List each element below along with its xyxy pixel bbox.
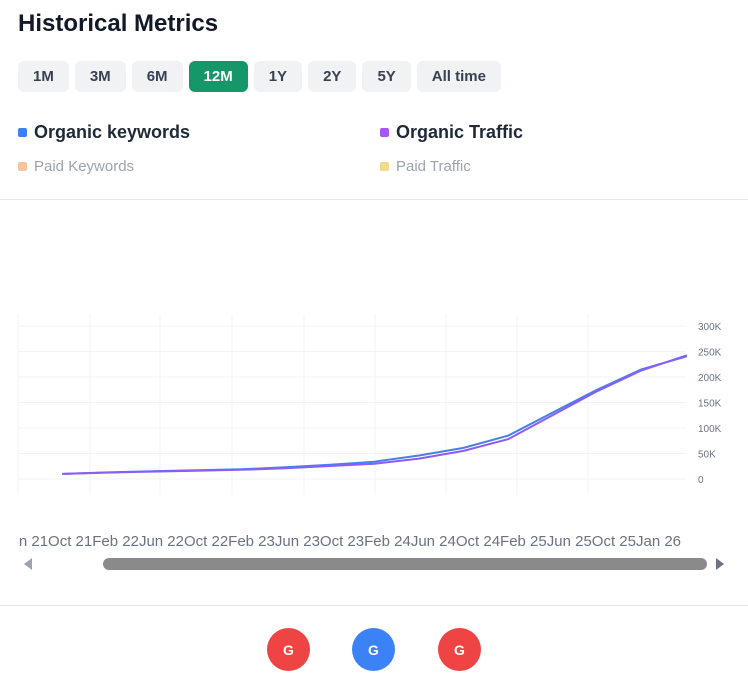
legend-organic-keywords[interactable]: Organic keywords — [18, 122, 190, 143]
x-tick-label: Jan 26 — [635, 533, 682, 550]
range-button-3m[interactable]: 3M — [74, 61, 126, 92]
scroll-right-arrow-icon[interactable] — [716, 558, 724, 570]
time-range-selector: 1M 3M 6M 12M 1Y 2Y 5Y All time — [18, 61, 501, 92]
y-tick-label: 100K — [698, 424, 722, 435]
y-tick-label: 150K — [698, 399, 722, 410]
divider — [0, 199, 748, 200]
legend-label: Paid Keywords — [34, 158, 135, 175]
legend-label: Organic Traffic — [396, 122, 524, 142]
x-tick-label: Oct 22 — [183, 533, 229, 550]
scroll-left-arrow-icon[interactable] — [24, 558, 32, 570]
x-tick-label: Feb 25 — [500, 533, 547, 550]
legend-paid-traffic[interactable]: Paid Traffic — [380, 158, 471, 175]
engine-label: G — [283, 641, 294, 658]
x-tick-label: Jun 22 — [138, 533, 184, 550]
legend-swatch — [18, 162, 27, 171]
x-tick-label: Jun 24 — [410, 533, 456, 550]
legend-label: Paid Traffic — [396, 158, 471, 175]
x-tick-label: Oct 24 — [455, 533, 501, 550]
range-button-12m[interactable]: 12M — [188, 61, 248, 92]
y-tick-label: 300K — [698, 322, 722, 333]
x-tick-label: Feb 22 — [92, 533, 139, 550]
x-tick-label: Jun 23 — [274, 533, 320, 550]
x-tick-label: Jun 21 — [18, 533, 49, 550]
series-line-organic-traffic — [62, 354, 687, 475]
x-tick-label: Oct 23 — [319, 533, 365, 550]
y-tick-label: 50K — [698, 450, 716, 461]
scrollbar-thumb[interactable] — [103, 558, 707, 570]
x-axis: Jun 21Oct 21Feb 22Jun 22Oct 22Feb 23Jun … — [18, 533, 718, 555]
range-button-1m[interactable]: 1M — [18, 61, 69, 92]
x-tick-label: Feb 23 — [228, 533, 275, 550]
y-tick-label: 250K — [698, 348, 722, 359]
divider — [0, 605, 748, 606]
x-axis-labels: Jun 21Oct 21Feb 22Jun 22Oct 22Feb 23Jun … — [18, 533, 681, 550]
legend-organic-traffic[interactable]: Organic Traffic — [380, 122, 523, 143]
chart-scrollbar[interactable] — [18, 555, 730, 573]
legend-paid-keywords[interactable]: Paid Keywords — [18, 158, 134, 175]
x-tick-label: Oct 25 — [591, 533, 636, 550]
x-tick-label: Oct 21 — [48, 533, 93, 550]
legend-label: Organic keywords — [34, 122, 191, 142]
y-tick-label: 0 — [698, 475, 704, 486]
y-tick-label: 200K — [698, 373, 722, 384]
line-chart: 0 50K 100K 150K 200K 250K 300K — [17, 314, 722, 495]
legend-swatch — [380, 128, 389, 137]
legend-swatch — [18, 128, 27, 137]
engine-google-icon[interactable]: G — [438, 628, 481, 671]
range-button-6m[interactable]: 6M — [131, 61, 183, 92]
engine-label: G — [454, 641, 465, 658]
range-button-all-time[interactable]: All time — [416, 61, 501, 92]
x-tick-label: Jun 25 — [546, 533, 592, 550]
engine-google-icon[interactable]: G — [267, 628, 310, 671]
search-engine-selector: G G G — [0, 628, 748, 672]
engine-google-icon[interactable]: G — [352, 628, 395, 671]
x-tick-label: Feb 24 — [364, 533, 411, 550]
range-button-2y[interactable]: 2Y — [308, 61, 357, 92]
range-button-1y[interactable]: 1Y — [253, 61, 303, 92]
engine-label: G — [368, 641, 379, 658]
range-button-5y[interactable]: 5Y — [362, 61, 411, 92]
legend-swatch — [380, 162, 389, 171]
page-title: Historical Metrics — [18, 10, 219, 37]
